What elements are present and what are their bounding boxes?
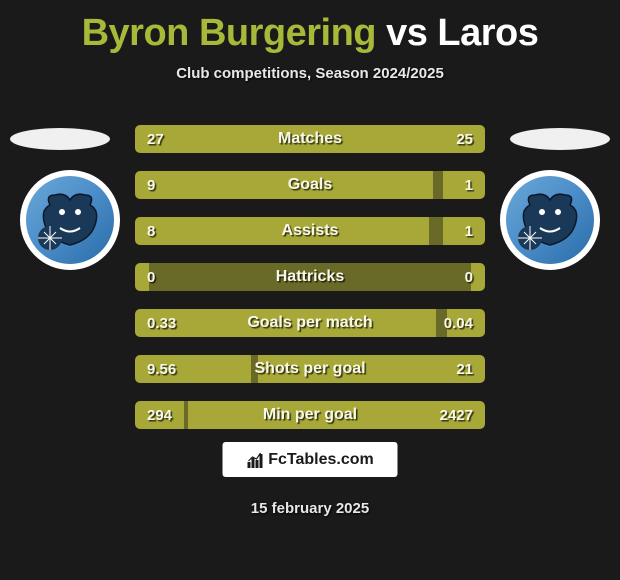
stat-row: 9.56Shots per goal21 [135,355,485,383]
stat-right-value: 0.04 [444,315,473,332]
stat-row: 27Matches25 [135,125,485,153]
spotlight-right [510,128,610,150]
stat-label: Min per goal [135,406,485,424]
stat-label: Goals [135,176,485,194]
stat-label: Assists [135,222,485,240]
stat-row: 8Assists1 [135,217,485,245]
stat-right-value: 25 [456,131,473,148]
club-badge-left [20,170,120,270]
brand-text: FcTables.com [268,451,374,469]
stats-bars: 27Matches25 9Goals1 8Assists1 0Hattricks0 0.… [135,125,485,447]
stat-label: Goals per match [135,314,485,332]
spotlight-left [10,128,110,150]
stat-row: 9Goals1 [135,171,485,199]
stat-row: 294Min per goal2427 [135,401,485,429]
vs-text: vs [386,12,427,54]
stat-label: Matches [135,130,485,148]
player1-name: Byron Burgering [82,12,376,54]
subtitle: Club competitions, Season 2024/2025 [0,65,620,82]
player2-name: Laros [437,12,538,54]
stat-row: 0.33Goals per match0.04 [135,309,485,337]
stat-label: Hattricks [135,268,485,286]
comparison-title: Byron Burgering vs Laros [0,0,620,55]
date-text: 15 february 2025 [0,500,620,517]
stat-right-value: 1 [465,177,473,194]
stat-right-value: 2427 [440,407,473,424]
club-badge-right [500,170,600,270]
stat-label: Shots per goal [135,360,485,378]
stat-right-value: 21 [456,361,473,378]
chart-icon [246,451,264,469]
stat-right-value: 1 [465,223,473,240]
brand-logo: FcTables.com [223,442,398,477]
stat-right-value: 0 [465,269,473,286]
stat-row: 0Hattricks0 [135,263,485,291]
